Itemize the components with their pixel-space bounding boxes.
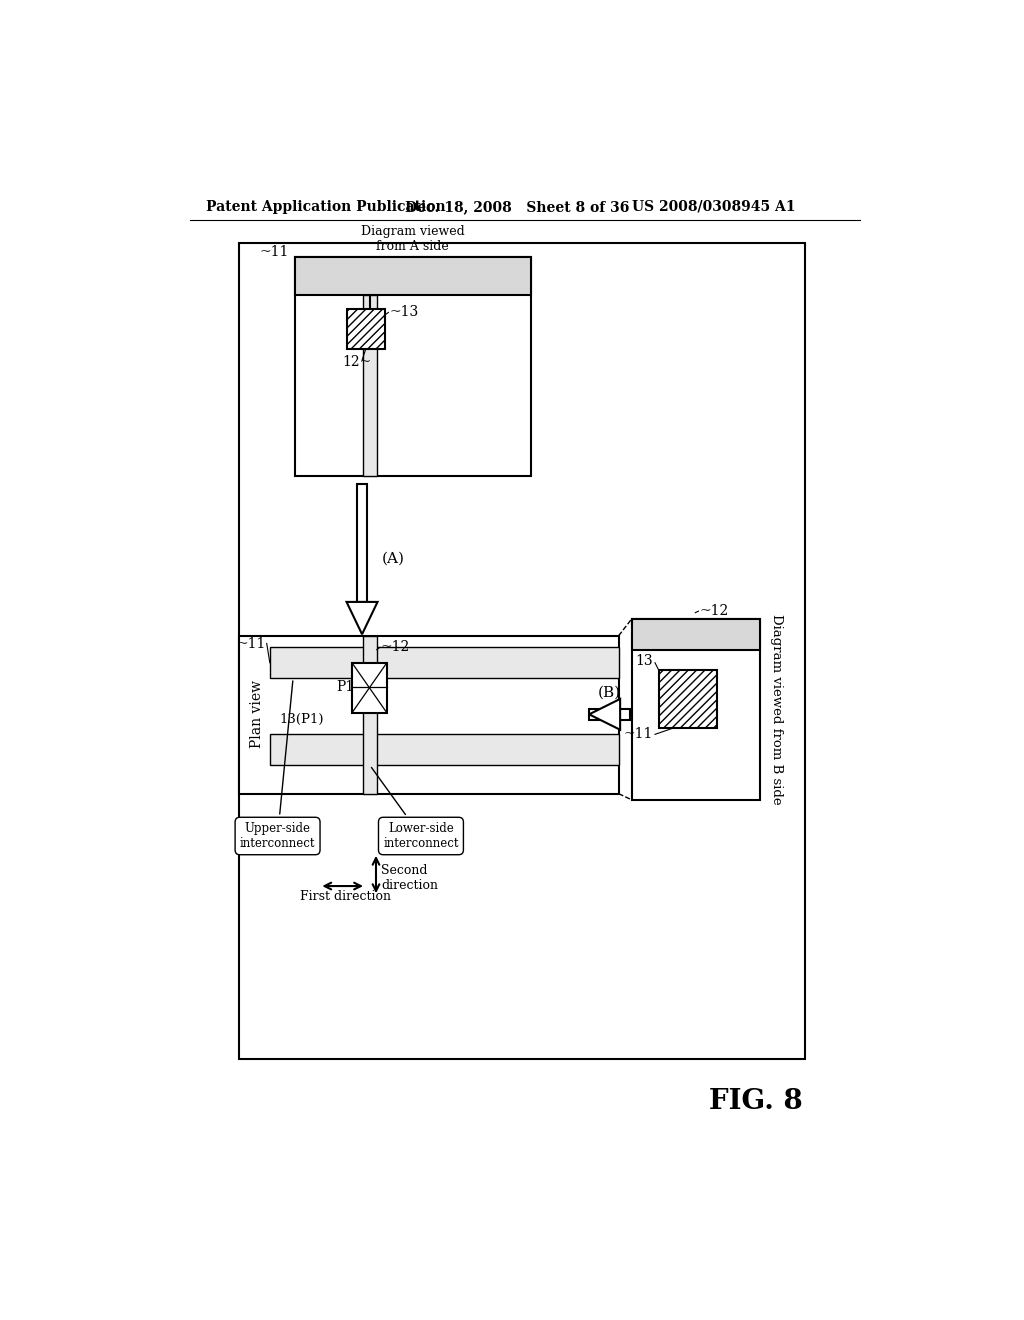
Text: FIG. 8: FIG. 8	[709, 1088, 803, 1115]
Text: US 2008/0308945 A1: US 2008/0308945 A1	[632, 199, 796, 214]
Text: Second
direction: Second direction	[381, 865, 438, 892]
Text: (B): (B)	[598, 686, 621, 700]
Text: P1: P1	[337, 680, 355, 694]
Bar	[362, 296, 377, 477]
Bar	[632, 619, 760, 800]
Polygon shape	[346, 602, 378, 635]
Bar	[270, 734, 618, 766]
Bar	[356, 484, 368, 602]
Text: First direction: First direction	[299, 890, 390, 903]
Text: ~13: ~13	[389, 305, 419, 319]
Bar	[295, 257, 531, 296]
Bar	[589, 709, 630, 719]
Text: ~12: ~12	[699, 605, 728, 618]
Bar	[632, 619, 760, 649]
Text: ~11: ~11	[259, 246, 289, 259]
Text: Upper-side
interconnect: Upper-side interconnect	[240, 681, 315, 850]
Bar	[270, 647, 618, 678]
Text: (A): (A)	[381, 552, 404, 566]
Bar	[295, 257, 531, 477]
Bar	[658, 671, 717, 729]
Text: Dec. 18, 2008   Sheet 8 of 36: Dec. 18, 2008 Sheet 8 of 36	[406, 199, 630, 214]
Bar	[362, 636, 377, 793]
Text: Lower-side
interconnect: Lower-side interconnect	[372, 767, 459, 850]
Text: Diagram viewed
from A side: Diagram viewed from A side	[360, 226, 464, 253]
Text: 12~: 12~	[343, 355, 372, 370]
Text: ~11: ~11	[237, 636, 266, 651]
Polygon shape	[589, 700, 621, 730]
Bar	[239, 243, 805, 1059]
Text: Patent Application Publication: Patent Application Publication	[206, 199, 445, 214]
Text: ~12: ~12	[381, 640, 410, 655]
Bar	[346, 309, 385, 348]
Text: Diagram viewed from B side: Diagram viewed from B side	[770, 614, 783, 804]
Text: 13(P1): 13(P1)	[280, 713, 324, 726]
Text: Plan view: Plan view	[250, 680, 263, 748]
Text: 13: 13	[635, 655, 652, 668]
Bar	[239, 636, 618, 793]
Text: ~11: ~11	[624, 727, 652, 742]
Bar	[352, 663, 387, 713]
